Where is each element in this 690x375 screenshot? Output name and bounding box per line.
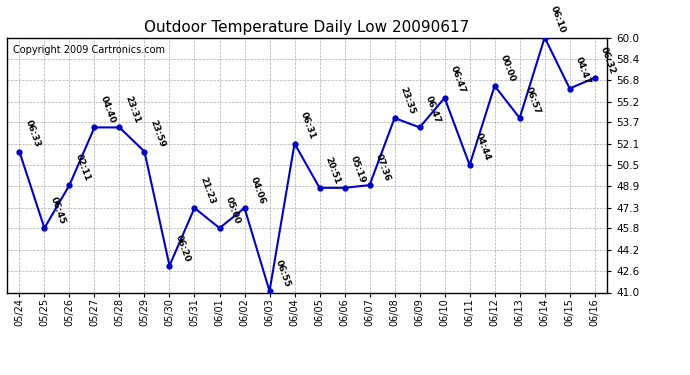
Text: 04:40: 04:40: [99, 94, 117, 124]
Text: 05:00: 05:00: [224, 196, 241, 225]
Text: 00:00: 00:00: [499, 54, 517, 83]
Text: 02:11: 02:11: [74, 153, 92, 182]
Text: 23:31: 23:31: [124, 94, 142, 124]
Text: 05:19: 05:19: [348, 155, 367, 185]
Text: Copyright 2009 Cartronics.com: Copyright 2009 Cartronics.com: [13, 45, 165, 55]
Text: 06:47: 06:47: [424, 94, 442, 124]
Text: 04:06: 04:06: [248, 175, 267, 205]
Text: 06:45: 06:45: [48, 195, 67, 225]
Text: 06:33: 06:33: [23, 119, 42, 149]
Text: 06:10: 06:10: [549, 5, 567, 35]
Text: 04:44: 04:44: [474, 132, 492, 162]
Text: 23:35: 23:35: [399, 85, 417, 115]
Text: 07:36: 07:36: [374, 152, 392, 182]
Text: 06:47: 06:47: [448, 65, 467, 95]
Text: 06:32: 06:32: [599, 45, 617, 75]
Text: 21:23: 21:23: [199, 175, 217, 205]
Text: 04:47: 04:47: [574, 56, 592, 86]
Text: 06:20: 06:20: [174, 233, 192, 263]
Text: 20:51: 20:51: [324, 155, 342, 185]
Text: 06:55: 06:55: [274, 258, 292, 288]
Text: 06:57: 06:57: [524, 85, 542, 115]
Text: 23:59: 23:59: [148, 119, 167, 149]
Text: 06:31: 06:31: [299, 111, 317, 141]
Title: Outdoor Temperature Daily Low 20090617: Outdoor Temperature Daily Low 20090617: [144, 20, 470, 35]
